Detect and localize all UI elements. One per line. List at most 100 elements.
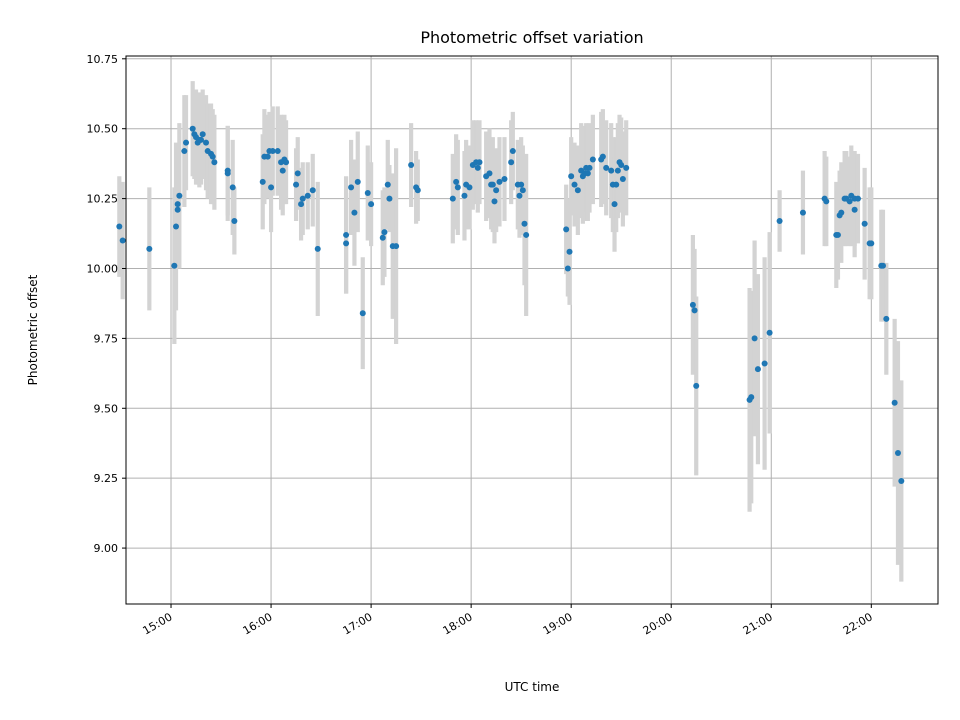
data-point: [851, 206, 858, 213]
data-point: [274, 148, 281, 155]
data-point: [453, 178, 460, 185]
data-point: [414, 187, 421, 194]
data-point: [894, 450, 901, 457]
data-point: [584, 170, 591, 177]
data-point: [309, 187, 316, 194]
chart-title: Photometric offset variation: [420, 28, 643, 47]
y-tick-label: 10.75: [87, 53, 119, 66]
y-tick-label: 9.00: [94, 542, 119, 555]
y-tick-label: 9.25: [94, 472, 119, 485]
data-point: [474, 164, 481, 171]
data-point: [868, 240, 875, 247]
data-point: [891, 399, 898, 406]
data-point: [748, 394, 755, 401]
data-point: [476, 159, 483, 166]
data-point: [174, 201, 181, 208]
data-point: [898, 477, 905, 484]
y-tick-label: 10.25: [87, 193, 119, 206]
data-point: [299, 195, 306, 202]
data-point: [834, 231, 841, 238]
data-point: [384, 181, 391, 188]
data-point: [501, 176, 508, 183]
data-point: [751, 335, 758, 342]
data-point: [689, 301, 696, 308]
data-point: [693, 382, 700, 389]
data-point: [623, 164, 630, 171]
data-point: [343, 231, 350, 238]
data-point: [838, 209, 845, 216]
data-point: [611, 201, 618, 208]
y-tick-label: 10.50: [87, 123, 119, 136]
data-point: [198, 136, 205, 143]
data-point: [496, 178, 503, 185]
data-point: [269, 148, 276, 155]
data-point: [883, 315, 890, 322]
data-point: [799, 209, 806, 216]
data-point: [454, 184, 461, 191]
plot-frame: [125, 55, 939, 605]
data-point: [229, 184, 236, 191]
data-point: [564, 265, 571, 272]
data-point: [521, 220, 528, 227]
data-point: [466, 184, 473, 191]
data-point: [519, 187, 526, 194]
data-point: [176, 192, 183, 199]
data-point: [351, 209, 358, 216]
data-point: [518, 181, 525, 188]
data-point: [761, 360, 768, 367]
data-point: [618, 162, 625, 169]
data-point: [776, 217, 783, 224]
data-point: [599, 153, 606, 160]
data-point: [259, 178, 266, 185]
data-point: [359, 310, 366, 317]
data-point: [566, 248, 573, 255]
y-axis-label: Photometric offset: [26, 274, 40, 385]
data-point: [224, 170, 231, 177]
data-point: [619, 176, 626, 183]
x-axis-label: UTC time: [505, 680, 560, 694]
data-point: [264, 153, 271, 160]
data-point: [348, 184, 355, 191]
data-point: [116, 223, 123, 230]
y-axis-ticks: 9.00 9.25 9.50 9.75 10.00 10.25 10.50 10.75: [87, 53, 126, 555]
data-point: [173, 223, 180, 230]
data-point: [571, 181, 578, 188]
data-point: [861, 220, 868, 227]
data-point: [489, 181, 496, 188]
data-point: [574, 187, 581, 194]
data-point: [279, 167, 286, 174]
data-point: [368, 201, 375, 208]
data-point: [608, 167, 615, 174]
data-point: [119, 237, 126, 244]
data-point: [381, 229, 388, 236]
data-point: [268, 184, 275, 191]
data-point: [508, 159, 515, 166]
data-point: [461, 192, 468, 199]
data-point: [493, 187, 500, 194]
data-point: [304, 192, 311, 199]
data-point: [754, 366, 761, 373]
y-tick-label: 10.00: [87, 262, 119, 275]
y-tick-label: 9.75: [94, 332, 119, 345]
data-point: [408, 162, 415, 169]
data-point: [568, 173, 575, 180]
data-point: [854, 195, 861, 202]
data-point: [393, 243, 400, 250]
data-point: [449, 195, 456, 202]
data-point: [314, 245, 321, 252]
data-point: [603, 164, 610, 171]
data-point: [294, 170, 301, 177]
data-points: [116, 125, 905, 484]
data-point: [846, 198, 853, 205]
data-point: [516, 192, 523, 199]
data-point: [293, 181, 300, 188]
data-point: [364, 190, 371, 196]
data-point: [283, 159, 290, 166]
data-point: [209, 153, 216, 160]
data-point: [386, 195, 393, 202]
data-point: [613, 181, 620, 188]
data-point: [171, 262, 178, 269]
data-point: [146, 245, 153, 252]
